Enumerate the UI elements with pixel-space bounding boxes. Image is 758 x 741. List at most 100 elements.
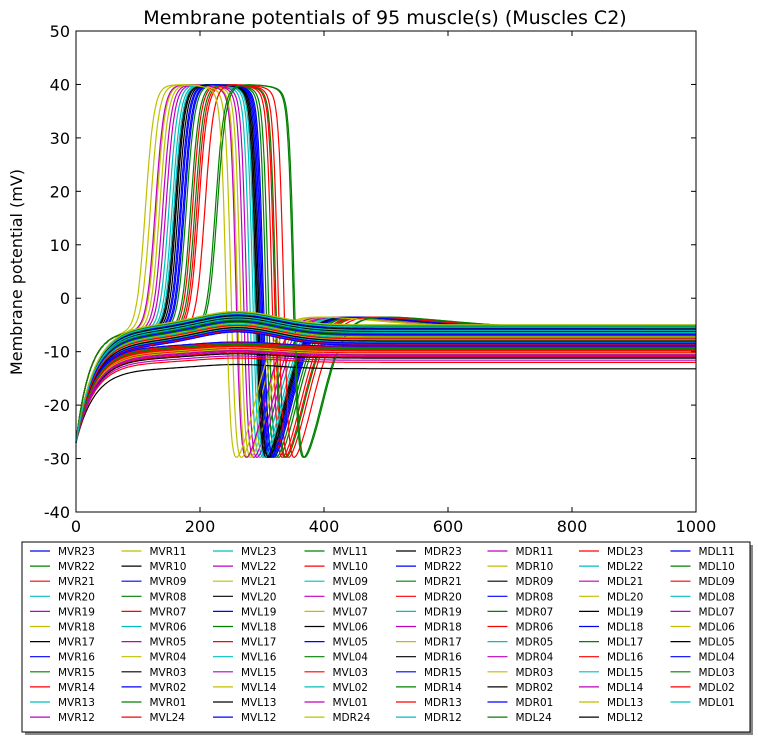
series-line-mdr07 (75, 343, 696, 443)
legend-label: MVL04 (333, 652, 369, 664)
series-line-mdl09 (75, 342, 696, 443)
legend-label: MDL03 (699, 667, 735, 679)
legend-label: MDR02 (516, 682, 554, 694)
legend-label: MVR10 (150, 561, 187, 573)
legend-label: MDR23 (424, 546, 462, 558)
series-line-mdl17 (75, 321, 696, 443)
legend-label: MDR08 (516, 591, 554, 603)
series-line-mdr05 (75, 328, 696, 443)
series-line-mvl20 (75, 349, 696, 443)
legend-label: MVL07 (333, 606, 368, 618)
series-line-mdl07 (75, 350, 696, 443)
legend-label: MDL02 (699, 682, 735, 694)
legend-label: MVL06 (333, 622, 369, 634)
series-line-mdr04 (75, 351, 696, 443)
series-line-mdl10 (75, 319, 696, 443)
legend-label: MVR19 (58, 606, 95, 618)
legend-label: MDL13 (607, 697, 643, 709)
series-line-mdl01 (75, 316, 696, 443)
legend-label: MVL14 (241, 682, 277, 694)
plot-area (75, 84, 696, 459)
x-tick-label: 200 (185, 517, 216, 536)
series-line-mdl11 (75, 329, 696, 443)
x-tick-label: 600 (433, 517, 464, 536)
legend-label: MVR14 (58, 682, 95, 694)
series-line-mdl18 (75, 331, 696, 443)
series-line-mdr09 (75, 353, 696, 443)
legend-label: MVL05 (333, 637, 368, 649)
legend-label: MDR10 (516, 561, 554, 573)
legend-label: MDR05 (516, 637, 554, 649)
legend-label: MDL14 (607, 682, 644, 694)
legend-label: MVR08 (150, 591, 187, 603)
legend-label: MDR13 (424, 697, 462, 709)
legend-label: MDL09 (699, 576, 735, 588)
legend-label: MDR04 (516, 652, 554, 664)
y-axis-label: Membrane potential (mV) (7, 169, 26, 375)
legend-label: MVR07 (150, 606, 187, 618)
legend-label: MVL12 (241, 712, 276, 724)
legend-label: MDL22 (607, 561, 643, 573)
legend-label: MDR01 (516, 697, 554, 709)
x-tick-label: 0 (71, 517, 81, 536)
legend-label: MDR17 (424, 637, 462, 649)
legend-label: MDR16 (424, 652, 462, 664)
series-line-mvl03 (75, 347, 696, 443)
legend-label: MDL05 (699, 637, 735, 649)
legend-label: MDL07 (699, 606, 735, 618)
legend-label: MDL04 (699, 652, 736, 664)
legend-box (21, 541, 751, 733)
series-line-mdr03 (75, 322, 696, 443)
legend-label: MDR15 (424, 667, 462, 679)
legend-label: MVL03 (333, 667, 368, 679)
legend-label: MVR01 (150, 697, 187, 709)
series-line-mdr14 (75, 312, 696, 443)
y-tick-label: 50 (50, 22, 70, 41)
legend-label: MVR15 (58, 667, 95, 679)
legend-label: MVR06 (150, 622, 187, 634)
legend-label: MDL15 (607, 667, 643, 679)
legend-label: MDR20 (424, 591, 462, 603)
legend-label: MDL08 (699, 591, 735, 603)
series-line-mvr06 (75, 84, 696, 458)
legend-label: MDL19 (607, 606, 643, 618)
legend-label: MVL24 (150, 712, 186, 724)
legend-label: MVR23 (58, 546, 95, 558)
legend-label: MVL21 (241, 576, 276, 588)
legend-label: MDL18 (607, 622, 643, 634)
axis-ticks: 0 200 400 600 800 1000 -40 -30 -20 -10 0 10 20 30 40 50 (44, 22, 717, 536)
series-line-mdl20 (75, 346, 696, 443)
series-line-mdl16 (75, 345, 696, 443)
y-tick-label: 10 (50, 236, 70, 255)
chart-title: Membrane potentials of 95 muscle(s) (Mus… (143, 7, 626, 29)
x-tick-label: 1000 (676, 517, 717, 536)
legend-label: MVR12 (58, 712, 95, 724)
y-tick-label: -20 (44, 396, 70, 415)
series-line-mdr08 (75, 314, 696, 443)
y-tick-label: 20 (50, 182, 70, 201)
legend-label: MDR11 (516, 546, 554, 558)
legend-label: MDL16 (607, 652, 644, 664)
legend-label: MDR19 (424, 606, 462, 618)
legend-label: MVL13 (241, 697, 276, 709)
legend-label: MVR22 (58, 561, 95, 573)
legend-label: MVL23 (241, 546, 276, 558)
legend-label: MDR03 (516, 667, 554, 679)
legend-label: MDL06 (699, 622, 736, 634)
series-line-mdl12 (75, 315, 696, 443)
legend-label: MDL17 (607, 637, 643, 649)
legend-label: MVL09 (333, 576, 368, 588)
legend-label: MDR22 (424, 561, 462, 573)
legend-label: MDR06 (516, 622, 554, 634)
legend-label: MVR03 (150, 667, 187, 679)
legend-label: MVL18 (241, 622, 276, 634)
series-line-mdl05 (75, 327, 696, 443)
series-line-mdl22 (75, 313, 696, 443)
legend-label: MDL21 (607, 576, 643, 588)
legend-label: MDL20 (607, 591, 643, 603)
y-tick-label: 40 (50, 75, 70, 94)
legend-label: MVR05 (150, 637, 187, 649)
series-line-mdl23 (75, 330, 696, 443)
legend-label: MVL15 (241, 667, 276, 679)
legend-label: MVR18 (58, 622, 95, 634)
